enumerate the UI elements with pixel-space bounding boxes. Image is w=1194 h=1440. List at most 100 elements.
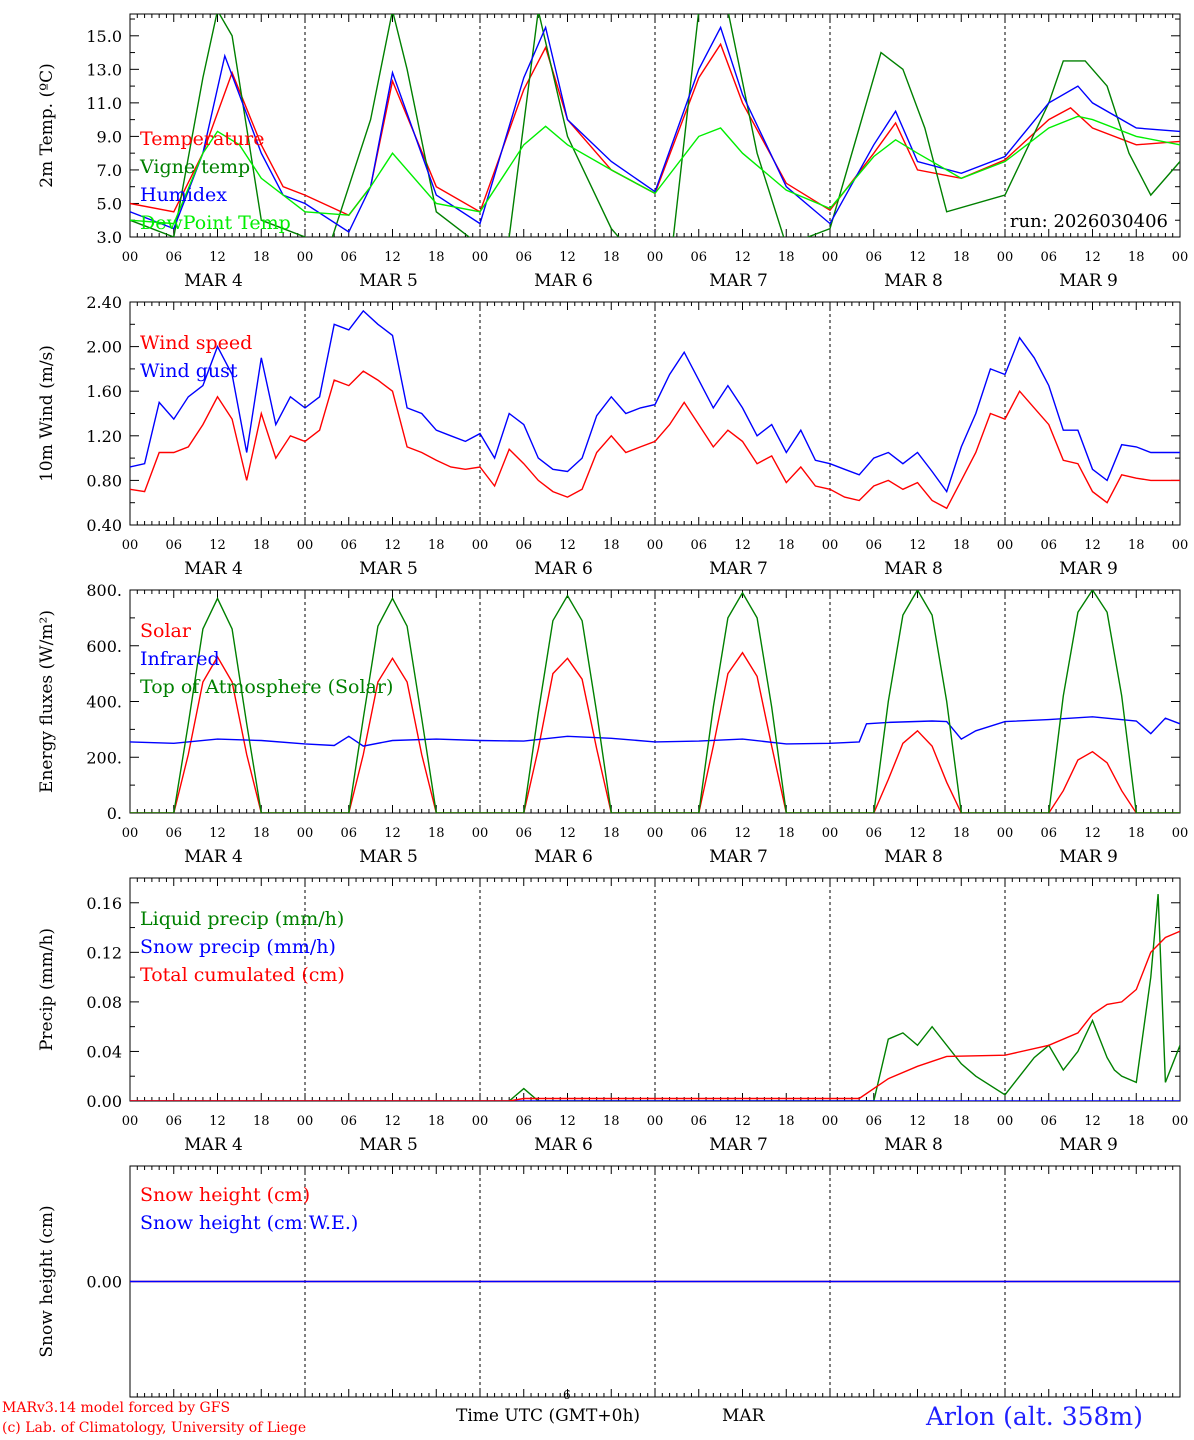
hour-tick-label: 06: [515, 250, 532, 265]
hour-tick-label: 18: [778, 250, 795, 265]
panel-5: 0.00 Snow height (cm) Snow height (cm) Snow…: [37, 1165, 1181, 1398]
hour-tick-label: 12: [209, 826, 226, 841]
hour-tick-label: 00: [1172, 826, 1189, 841]
hour-tick-label: 12: [559, 250, 576, 265]
y-tick-label: 0.12: [86, 943, 122, 962]
date-label: MAR 6: [534, 1135, 593, 1155]
hour-tick-label: 18: [778, 538, 795, 553]
series-dewpoint-temp: [130, 115, 1180, 225]
hour-tick-label: 12: [209, 250, 226, 265]
hour-tick-label: 00: [472, 1114, 489, 1129]
date-label: MAR 8: [884, 1135, 943, 1155]
time-axis-title: Time UTC (GMT+0h): [456, 1406, 641, 1426]
date-label: MAR 7: [709, 271, 768, 291]
run-day-label: 6: [563, 1388, 571, 1402]
legend-entry: Wind gust: [140, 360, 238, 382]
legend-entry: Snow height (cm): [140, 1184, 310, 1206]
date-label: MAR 6: [534, 847, 593, 867]
y-axis-title: 10m Wind (m/s): [37, 345, 57, 482]
hour-tick-label: 06: [340, 538, 357, 553]
hour-tick-label: 00: [822, 826, 839, 841]
hour-tick-label: 06: [690, 1114, 707, 1129]
hour-tick-label: 18: [953, 826, 970, 841]
station-name: Arlon (alt. 358m): [926, 1402, 1143, 1431]
panel-4: 0.00 0.04 0.08 0.12 0.16 Precip (mm/h) 00 06 12 1…: [37, 877, 1189, 1155]
hour-tick-label: 18: [428, 250, 445, 265]
date-label: MAR 7: [709, 559, 768, 579]
hour-tick-label: 12: [734, 826, 751, 841]
hour-tick-label: 06: [865, 250, 882, 265]
date-label: MAR 4: [184, 559, 243, 579]
hour-tick-label: 12: [734, 1114, 751, 1129]
hour-tick-label: 06: [1040, 538, 1057, 553]
date-label: MAR 8: [884, 559, 943, 579]
hour-tick-label: 18: [253, 538, 270, 553]
run-annotation: run: 2026030406: [1010, 211, 1168, 232]
hour-tick-label: 12: [384, 250, 401, 265]
date-label: MAR 9: [1059, 271, 1118, 291]
model-credit: MARv3.14 model forced by GFS: [2, 1400, 231, 1416]
hour-tick-label: 12: [909, 538, 926, 553]
y-tick-label: 13.0: [86, 60, 122, 79]
hour-tick-label: 00: [472, 538, 489, 553]
hour-tick-label: 06: [515, 538, 532, 553]
hour-tick-label: 12: [734, 250, 751, 265]
hour-tick-label: 12: [909, 250, 926, 265]
hour-tick-label: 00: [122, 1114, 139, 1129]
hour-tick-label: 18: [253, 250, 270, 265]
date-label: MAR 4: [184, 847, 243, 867]
date-label: MAR 4: [184, 1135, 243, 1155]
hour-tick-label: 18: [1128, 538, 1145, 553]
y-tick-label: 600.: [86, 637, 122, 656]
hour-tick-label: 18: [428, 1114, 445, 1129]
hour-tick-label: 06: [165, 1114, 182, 1129]
legend-entry: Infrared: [140, 648, 220, 670]
y-tick-label: 800.: [86, 581, 122, 600]
hour-tick-label: 18: [1128, 826, 1145, 841]
month-label: MAR: [722, 1406, 765, 1426]
legend-entry: Liquid precip (mm/h): [140, 908, 344, 930]
hour-tick-label: 12: [559, 826, 576, 841]
hour-tick-label: 00: [297, 1114, 314, 1129]
hour-tick-label: 18: [953, 538, 970, 553]
hour-tick-label: 00: [472, 826, 489, 841]
hour-tick-label: 00: [122, 250, 139, 265]
panel-3: 0. 200. 400. 600. 800. Energy fluxes (W/m²) 00…: [37, 581, 1188, 867]
hour-tick-label: 00: [1172, 1114, 1189, 1129]
hour-tick-label: 12: [1084, 826, 1101, 841]
hour-tick-label: 12: [209, 538, 226, 553]
hour-tick-label: 06: [515, 1114, 532, 1129]
legend-entry: Humidex: [140, 184, 227, 206]
y-tick-label: 1.20: [86, 427, 122, 446]
hour-tick-label: 06: [1040, 826, 1057, 841]
date-label: MAR 5: [359, 847, 418, 867]
legend-entry: DewPoint Temp: [140, 212, 291, 234]
y-tick-label: 1.60: [86, 382, 122, 401]
hour-tick-label: 06: [690, 826, 707, 841]
legend-entry: Snow precip (mm/h): [140, 936, 336, 958]
legend-entry: Wind speed: [140, 332, 252, 354]
y-tick-label: 5.0: [97, 194, 122, 213]
date-label: MAR 6: [534, 559, 593, 579]
hour-tick-label: 06: [165, 826, 182, 841]
hour-tick-label: 18: [428, 826, 445, 841]
hour-tick-label: 00: [647, 538, 664, 553]
date-label: MAR 6: [534, 271, 593, 291]
y-tick-label: 0.08: [86, 993, 122, 1012]
y-tick-label: 0.40: [86, 516, 122, 535]
date-label: MAR 8: [884, 271, 943, 291]
hour-tick-label: 06: [865, 1114, 882, 1129]
hour-tick-label: 18: [1128, 1114, 1145, 1129]
plot-frame: [129, 589, 1181, 814]
hour-tick-label: 18: [603, 1114, 620, 1129]
series-liquid-precip-mm-h-: [130, 894, 1180, 1101]
hour-tick-label: 06: [1040, 1114, 1057, 1129]
y-axis-title: Energy fluxes (W/m²): [37, 610, 57, 793]
hour-tick-label: 06: [515, 826, 532, 841]
plot-frame: [129, 13, 1181, 238]
y-axis-title: Precip (mm/h): [37, 928, 57, 1051]
hour-tick-label: 06: [165, 538, 182, 553]
hour-tick-label: 06: [165, 250, 182, 265]
y-tick-label: 200.: [86, 748, 122, 767]
